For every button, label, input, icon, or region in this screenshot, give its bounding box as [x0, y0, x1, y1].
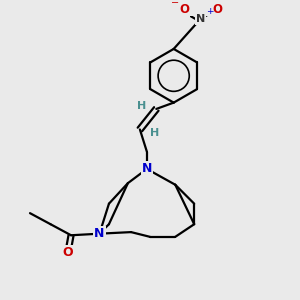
Text: N: N — [196, 14, 205, 24]
Text: +: + — [206, 8, 214, 16]
Text: H: H — [150, 128, 160, 138]
Text: O: O — [179, 3, 189, 16]
Text: N: N — [94, 227, 105, 240]
Text: O: O — [212, 3, 222, 16]
Text: O: O — [63, 246, 73, 259]
Text: N: N — [142, 162, 152, 176]
Text: H: H — [136, 101, 146, 111]
Text: −: − — [171, 0, 179, 8]
